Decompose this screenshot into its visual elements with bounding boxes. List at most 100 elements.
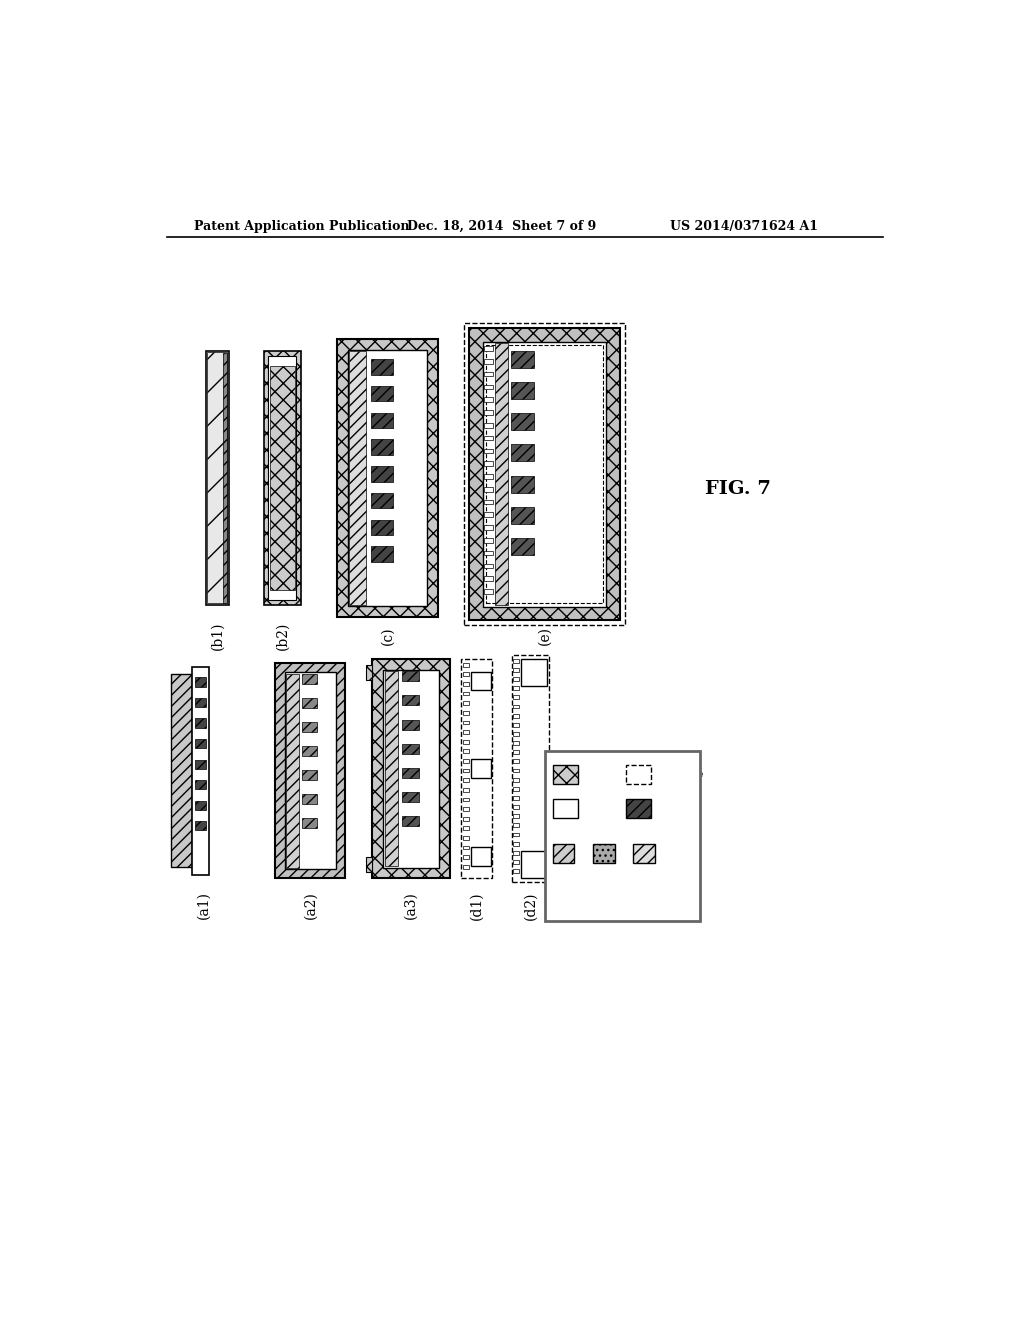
Bar	[463, 826, 469, 830]
Bar	[483, 436, 493, 441]
Bar	[464, 323, 625, 626]
Bar	[195, 800, 206, 810]
Bar	[463, 836, 469, 840]
Bar	[513, 805, 519, 809]
Bar	[513, 696, 519, 700]
Text: Dec. 18, 2014  Sheet 7 of 9: Dec. 18, 2014 Sheet 7 of 9	[407, 219, 596, 232]
Bar	[401, 719, 419, 730]
Bar	[471, 847, 490, 866]
Bar	[483, 397, 493, 403]
Bar	[496, 343, 508, 605]
Bar	[471, 672, 490, 690]
Bar	[483, 589, 493, 594]
Bar	[302, 770, 317, 780]
Bar	[275, 663, 345, 878]
Bar	[483, 577, 493, 581]
Bar	[206, 351, 228, 605]
Text: (d2): (d2)	[523, 891, 538, 920]
Bar	[627, 799, 651, 818]
Bar	[372, 466, 393, 482]
Bar	[366, 665, 372, 681]
Bar	[461, 659, 493, 878]
Bar	[463, 739, 469, 743]
Bar	[483, 384, 493, 389]
Bar	[511, 539, 535, 554]
Bar	[511, 413, 535, 430]
Bar	[195, 698, 206, 708]
Bar	[463, 768, 469, 772]
Bar	[463, 672, 469, 676]
Text: Silicone: Silicone	[582, 771, 621, 779]
Text: Copper: Copper	[655, 804, 691, 813]
Bar	[302, 746, 317, 756]
Bar	[171, 675, 193, 867]
Bar	[513, 787, 519, 791]
Bar	[511, 445, 535, 462]
Bar	[372, 492, 393, 508]
Bar	[401, 816, 419, 826]
Bar	[372, 520, 393, 535]
Bar	[486, 345, 603, 603]
Bar	[513, 705, 519, 709]
Bar	[512, 655, 549, 882]
Bar	[483, 525, 493, 529]
Bar	[553, 843, 574, 863]
Bar	[463, 855, 469, 859]
Bar	[513, 723, 519, 727]
Bar	[270, 367, 295, 590]
Bar	[513, 814, 519, 818]
Bar	[195, 759, 206, 768]
Bar	[513, 833, 519, 837]
Text: (b2): (b2)	[275, 622, 289, 649]
Bar	[463, 701, 469, 705]
Bar	[553, 766, 578, 784]
Bar	[469, 327, 621, 620]
Bar	[513, 659, 519, 663]
Bar	[513, 677, 519, 681]
Text: (b1): (b1)	[210, 622, 224, 649]
Bar	[513, 796, 519, 800]
Bar	[511, 351, 535, 368]
Bar	[302, 697, 317, 708]
Bar	[302, 722, 317, 731]
Text: US 2014/0371624 A1: US 2014/0371624 A1	[671, 219, 818, 232]
Bar	[513, 742, 519, 744]
Bar	[483, 342, 606, 607]
Bar	[483, 564, 493, 568]
Text: (a3): (a3)	[403, 891, 418, 919]
Bar	[513, 768, 519, 772]
Bar	[483, 346, 493, 351]
Bar	[372, 385, 393, 401]
Bar	[463, 807, 469, 810]
Bar	[463, 846, 469, 850]
Text: PET: PET	[582, 804, 602, 813]
Bar	[463, 721, 469, 725]
Bar	[337, 339, 438, 616]
Bar	[401, 671, 419, 681]
Bar	[463, 711, 469, 714]
Bar	[463, 865, 469, 869]
Bar	[193, 667, 209, 875]
Bar	[483, 422, 493, 428]
Bar	[483, 487, 493, 491]
Bar	[483, 550, 493, 556]
Bar	[521, 659, 547, 686]
Bar	[545, 751, 700, 921]
Bar	[302, 793, 317, 804]
Text: (e): (e)	[538, 626, 552, 645]
Bar	[401, 768, 419, 777]
Bar	[627, 766, 651, 784]
Bar	[483, 539, 493, 543]
Text: FIG. 7: FIG. 7	[706, 480, 771, 499]
Bar	[463, 682, 469, 686]
Text: (a2): (a2)	[303, 891, 317, 919]
Bar	[385, 671, 398, 866]
Bar	[463, 797, 469, 801]
Bar	[483, 474, 493, 479]
Bar	[372, 359, 393, 375]
Bar	[483, 359, 493, 364]
Text: (a1): (a1)	[197, 891, 211, 919]
Bar	[513, 686, 519, 690]
Bar	[372, 440, 393, 455]
Bar	[513, 668, 519, 672]
